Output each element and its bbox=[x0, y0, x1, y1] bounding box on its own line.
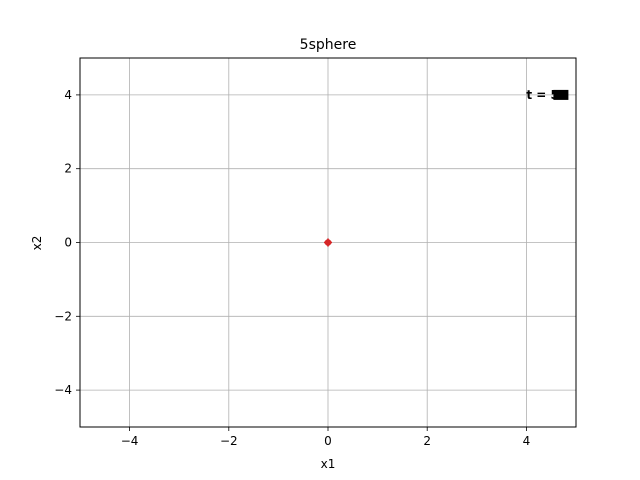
x-axis-ticks: −4 −2 0 2 4 bbox=[121, 427, 530, 448]
x-tick-label: −2 bbox=[220, 434, 238, 448]
y-axis-ticks: −4 −2 0 2 4 bbox=[54, 88, 80, 397]
x-axis-label: x1 bbox=[321, 457, 336, 471]
y-tick-label: −2 bbox=[54, 309, 72, 323]
overlapping-digits bbox=[553, 89, 569, 100]
y-tick-label: 2 bbox=[64, 162, 72, 176]
y-axis-label: x2 bbox=[30, 236, 44, 251]
x-tick-label: −4 bbox=[121, 434, 139, 448]
data-points bbox=[324, 238, 332, 247]
chart-title: 5sphere bbox=[300, 37, 357, 53]
x-tick-label: 2 bbox=[423, 434, 431, 448]
grid-lines bbox=[80, 58, 576, 427]
time-annotation: t = 50 bbox=[526, 88, 569, 102]
y-tick-label: −4 bbox=[54, 383, 72, 397]
y-tick-label: 4 bbox=[64, 88, 72, 102]
x-tick-label: 4 bbox=[523, 434, 531, 448]
x-tick-label: 0 bbox=[324, 434, 332, 448]
y-tick-label: 0 bbox=[64, 236, 72, 250]
